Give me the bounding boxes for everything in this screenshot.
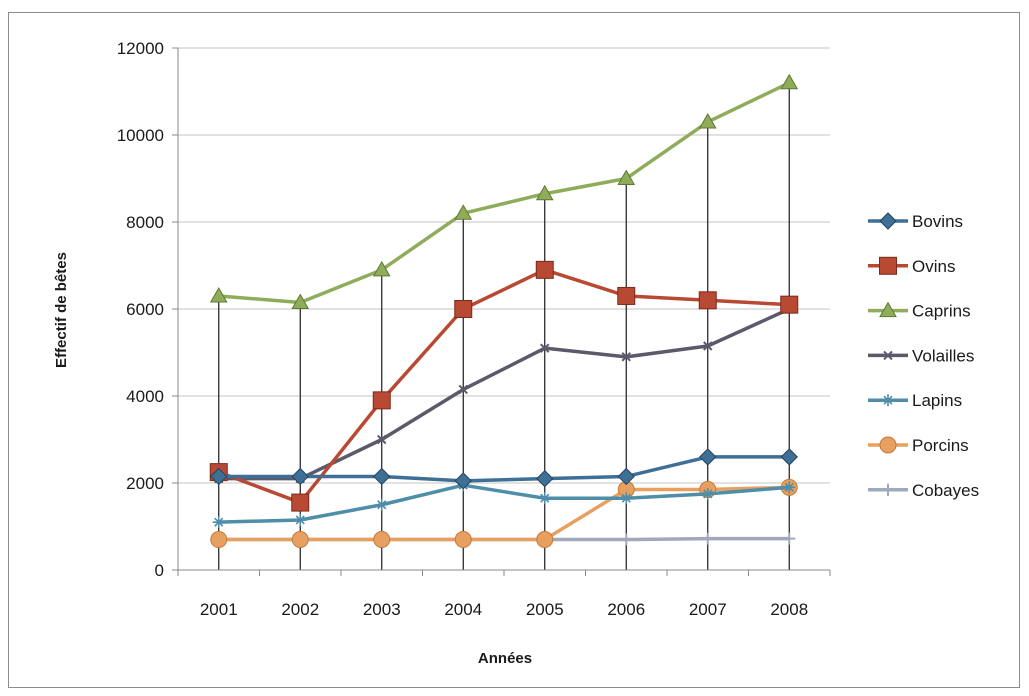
legend-item-volailles: Volailles <box>868 346 974 365</box>
series-line-ovins <box>218 268 790 505</box>
gridlines <box>172 47 830 571</box>
legend: Bovins Ovins Caprins Volailles Lapins Porcins… <box>868 212 979 500</box>
point-bovins-2003 <box>373 467 391 486</box>
point-caprins-2006 <box>617 169 636 185</box>
legend-marker-ovins <box>879 256 897 275</box>
legend-label-caprins: Caprins <box>912 302 971 321</box>
point-caprins-2004 <box>454 204 473 220</box>
point-porcins-2005 <box>536 531 554 549</box>
legend-label-bovins: Bovins <box>912 212 963 231</box>
point-lapins-2007 <box>701 487 714 500</box>
legend-item-caprins: Caprins <box>868 301 971 321</box>
y-tick-label-10000: 10000 <box>117 126 164 145</box>
point-ovins-2005 <box>535 260 554 279</box>
point-bovins-2002 <box>291 467 309 486</box>
point-ovins-2002 <box>291 493 310 512</box>
y-tick-label-0: 0 <box>155 561 164 580</box>
x-axis-title: Années <box>478 650 532 667</box>
point-bovins-2007 <box>699 448 717 466</box>
point-bovins-2005 <box>536 469 554 488</box>
y-tick-label-8000: 8000 <box>126 213 164 232</box>
y-tick-label-12000: 12000 <box>117 39 164 58</box>
x-tick-labels: 2001 2002 2003 2004 2005 2006 2007 2008 <box>200 600 808 619</box>
point-cobayes-2007 <box>701 532 714 545</box>
point-bovins-2004 <box>454 472 472 490</box>
y-tick-label-2000: 2000 <box>126 474 164 493</box>
point-caprins-2003 <box>372 260 391 277</box>
series-group <box>209 73 799 549</box>
point-bovins-2008 <box>780 448 798 466</box>
series-line-lapins <box>218 483 790 524</box>
point-ovins-2007 <box>698 291 717 310</box>
legend-label-porcins: Porcins <box>912 436 969 455</box>
y-tick-labels: 0 2000 4000 6000 8000 10000 12000 <box>117 39 164 580</box>
point-lapins-2008 <box>783 481 796 494</box>
series-caprins <box>209 73 799 309</box>
axes <box>177 48 831 576</box>
point-lapins-2005 <box>538 492 551 505</box>
x-tick-label-2005: 2005 <box>526 600 564 619</box>
point-caprins-2008 <box>780 73 799 90</box>
legend-label-volailles: Volailles <box>912 346 974 365</box>
point-ovins-2003 <box>372 391 391 410</box>
y-axis-title: Effectif de bêtes <box>53 252 70 368</box>
point-volailles-2003 <box>377 434 387 445</box>
point-bovins-2006 <box>617 467 635 486</box>
point-ovins-2004 <box>454 300 473 318</box>
point-porcins-2004 <box>454 531 472 549</box>
point-volailles-2007 <box>703 341 713 351</box>
point-caprins-2001 <box>209 286 228 303</box>
point-lapins-2002 <box>294 513 307 526</box>
point-volailles-2006 <box>621 352 631 362</box>
x-tick-label-2002: 2002 <box>281 600 319 619</box>
legend-label-lapins: Lapins <box>912 391 962 410</box>
x-tick-label-2003: 2003 <box>363 600 401 619</box>
legend-marker-cobayes <box>882 483 894 496</box>
legend-item-bovins: Bovins <box>868 212 963 231</box>
series-line-volailles <box>218 307 790 481</box>
point-porcins-2003 <box>373 531 391 549</box>
point-ovins-2006 <box>617 286 636 305</box>
legend-marker-porcins <box>879 436 897 454</box>
point-caprins-2005 <box>535 184 554 201</box>
legend-marker-lapins <box>882 394 894 407</box>
x-tick-label-2006: 2006 <box>607 600 645 619</box>
point-porcins-2002 <box>291 531 309 549</box>
point-lapins-2001 <box>212 516 225 529</box>
point-ovins-2008 <box>780 295 799 314</box>
point-lapins-2006 <box>620 492 633 505</box>
y-tick-label-6000: 6000 <box>126 300 164 319</box>
legend-marker-bovins <box>879 212 897 230</box>
series-line-bovins <box>218 455 790 483</box>
x-tick-label-2008: 2008 <box>770 600 808 619</box>
series-bovins <box>210 448 798 490</box>
series-line-caprins <box>218 81 791 305</box>
legend-marker-caprins <box>879 301 897 318</box>
legend-item-lapins: Lapins <box>868 391 962 410</box>
legend-item-porcins: Porcins <box>868 436 969 455</box>
x-tick-label-2001: 2001 <box>200 600 238 619</box>
legend-item-ovins: Ovins <box>868 256 955 276</box>
point-bovins-2001 <box>210 467 228 486</box>
point-volailles-2004 <box>458 384 468 395</box>
x-tick-label-2004: 2004 <box>444 600 482 619</box>
point-caprins-2002 <box>291 293 310 309</box>
y-tick-label-4000: 4000 <box>126 387 164 406</box>
chart-frame <box>8 12 1020 688</box>
legend-marker-volailles <box>883 350 893 361</box>
legend-label-cobayes: Cobayes <box>912 481 979 500</box>
legend-item-cobayes: Cobayes <box>868 481 979 500</box>
series-line-porcins <box>218 485 790 542</box>
point-porcins-2001 <box>210 531 228 549</box>
point-cobayes-2006 <box>620 533 633 546</box>
point-volailles-2005 <box>540 343 550 353</box>
x-tick-label-2007: 2007 <box>689 600 727 619</box>
point-lapins-2003 <box>375 498 388 511</box>
point-cobayes-2008 <box>783 532 796 545</box>
point-caprins-2007 <box>698 112 717 129</box>
legend-label-ovins: Ovins <box>912 257 955 276</box>
